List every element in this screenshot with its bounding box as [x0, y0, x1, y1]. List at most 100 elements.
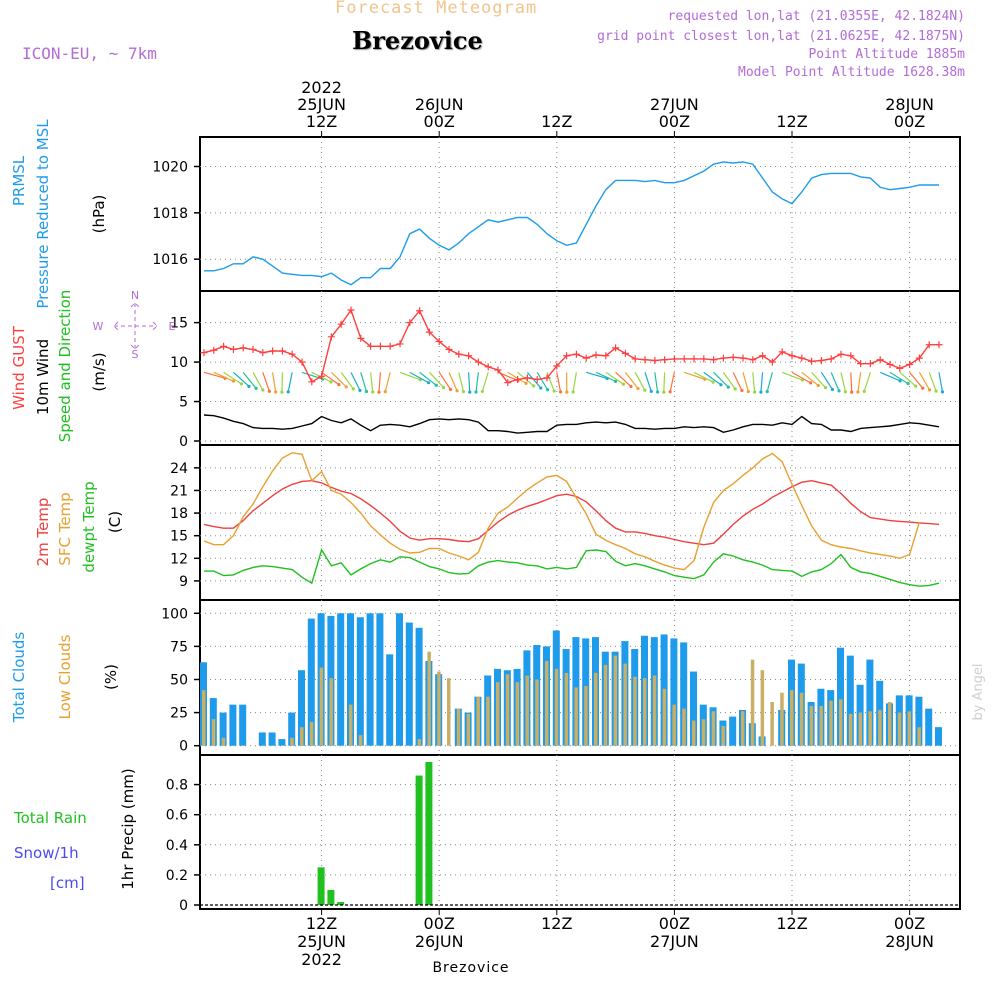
wind-10m-label: 10m Wind [34, 339, 52, 415]
snow-label: Snow/1h [14, 844, 79, 862]
low-cloud-bar [447, 678, 451, 746]
bottom-time-label: 12Z [306, 914, 337, 933]
gust-marker [680, 355, 688, 363]
low-cloud-bar [613, 655, 618, 746]
y-tick-label-pressure: 1020 [152, 159, 188, 175]
wind-arrow-head [668, 390, 672, 394]
total-cloud-bar [680, 642, 688, 746]
wind-arrow [370, 372, 374, 393]
wind-arrow [830, 372, 840, 392]
low-cloud-bar [652, 675, 657, 746]
wind-arrow-head [914, 384, 918, 388]
gust-marker [739, 354, 747, 362]
gust-marker [357, 334, 365, 342]
low-cloud-bar [358, 735, 363, 746]
y-tick-label-temperature: 18 [170, 506, 188, 522]
wind-arrow [644, 372, 652, 392]
top-time-label: 12Z [306, 112, 337, 131]
gust-marker [367, 342, 375, 350]
total-cloud-bar [288, 712, 296, 746]
total-cloud-bar [376, 613, 384, 746]
wind-arrow-head [286, 390, 290, 394]
gust-marker [641, 356, 649, 364]
panel-frame-pressure [199, 136, 961, 292]
low-cloud-bar [515, 682, 520, 746]
wind-arrow [287, 372, 293, 392]
rain-bar [337, 901, 345, 905]
t2m-line [203, 479, 940, 546]
sfc-temp-line [203, 452, 921, 571]
low-cloud-bar [662, 688, 667, 746]
dewpoint-temp-label: dewpt Temp [80, 481, 98, 572]
y-tick-label-wind: 10 [170, 355, 188, 371]
wind-arrow-head [434, 383, 438, 387]
wind-arrow [840, 372, 846, 392]
wind-arrow [624, 371, 639, 389]
gust-marker [592, 351, 600, 359]
wind-arrow [615, 371, 632, 387]
watermark-label: by Angel [971, 663, 986, 720]
total-cloud-bar [837, 647, 844, 746]
wind-arrow [850, 372, 853, 393]
wind-arrow [507, 371, 527, 384]
wind-arrow [384, 372, 391, 392]
wind-arrow [781, 371, 803, 381]
low-cloud-bar [721, 725, 725, 746]
top-year-label: 2022 [301, 78, 342, 97]
gust-marker [474, 358, 482, 366]
low-cloud-bar [917, 727, 921, 746]
gust-marker [494, 366, 502, 374]
gust-marker [327, 333, 335, 341]
wind-arrow-head [850, 390, 854, 394]
gust-marker [896, 364, 904, 372]
wind-arrow-head [337, 382, 341, 387]
wind-arrow [213, 371, 234, 382]
gust-marker [269, 347, 277, 355]
gust-marker [749, 356, 757, 364]
wind-arrow-head [546, 388, 550, 392]
wind-arrow-head [759, 390, 763, 394]
gust-marker [906, 360, 914, 368]
wind-arrow [654, 372, 659, 393]
wind-speed-line [203, 414, 940, 434]
wind-arrow [475, 372, 479, 393]
location-title: Brezovice [352, 26, 483, 55]
low-cloud-bar [349, 704, 353, 746]
wind-arrow-head [856, 390, 860, 394]
gust-marker [837, 350, 845, 358]
low-cloud-bar [741, 711, 745, 746]
low-cloud-bar [848, 713, 853, 746]
low-cloud-bar [750, 659, 755, 746]
total-cloud-bar [846, 655, 854, 746]
y-tick-label-precip: 0 [179, 898, 188, 914]
y-tick-label-clouds: 25 [170, 706, 188, 722]
compass-e-label: E [169, 320, 176, 333]
low-cloud-bar [417, 739, 422, 746]
low-cloud-bar [505, 674, 510, 746]
wind-arrow-head [344, 385, 348, 389]
low-cloud-bar [907, 711, 912, 746]
wind-arrow-head [383, 390, 387, 394]
total-cloud-bar [268, 732, 276, 746]
gust-marker [396, 340, 404, 348]
wind-arrow [684, 371, 706, 380]
top-time-label: 12Z [541, 112, 572, 131]
y-tick-label-clouds: 75 [170, 639, 188, 655]
low-cloud-bar [554, 668, 559, 746]
total-cloud-bar [239, 704, 247, 746]
total-cloud-bar [670, 638, 678, 746]
low-cloud-bar [564, 672, 569, 746]
low-cloud-bar [692, 720, 696, 746]
wind-arrow [360, 372, 367, 392]
wind-arrow [428, 371, 444, 388]
gust-marker [935, 341, 943, 349]
wind-arrow-head [726, 385, 730, 389]
bottom-time-label: 12Z [776, 914, 807, 933]
gust-marker [465, 352, 473, 360]
wind-arrow-head [809, 381, 813, 385]
wind-arrow [669, 372, 675, 392]
gust-marker [886, 360, 894, 368]
wind-arrow [811, 371, 826, 389]
compass-arrows-icon [113, 302, 158, 350]
rain-bar [327, 889, 335, 905]
